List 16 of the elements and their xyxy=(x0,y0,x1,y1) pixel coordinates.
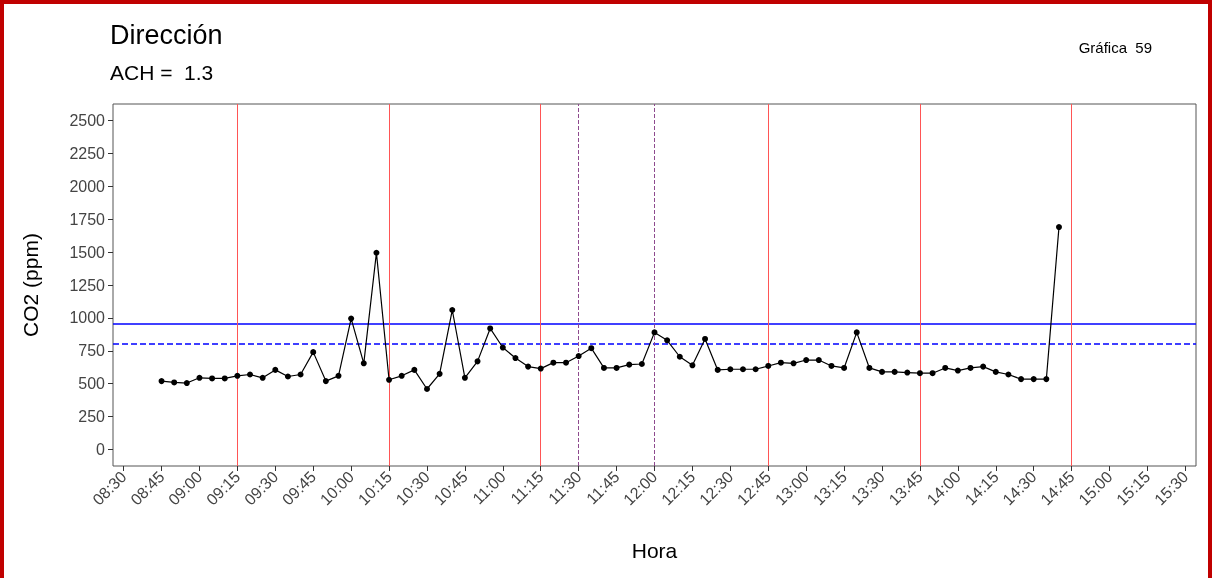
y-axis-title: CO2 (ppm) xyxy=(19,233,42,337)
x-axis-title: Hora xyxy=(631,539,678,562)
text: Gráfica 59 xyxy=(1078,39,1153,56)
y-tick-label: 750 xyxy=(78,342,106,360)
y-tick-label: 1000 xyxy=(69,309,106,327)
y-tick-label: 0 xyxy=(96,441,106,459)
y-tick-label: 1500 xyxy=(69,243,106,261)
y-tick-label: 1250 xyxy=(69,276,106,294)
y-tick-label: 250 xyxy=(78,408,106,426)
y-tick-label: 2000 xyxy=(69,177,106,195)
y-tick-label: 2250 xyxy=(69,144,106,162)
chart-subtitle: ACH = 1.3 xyxy=(110,61,214,84)
y-tick-label: 2500 xyxy=(69,111,106,129)
chart-title: Dirección xyxy=(110,19,223,50)
y-tick-label: 1750 xyxy=(69,210,106,228)
y-tick-label: 500 xyxy=(78,375,106,393)
